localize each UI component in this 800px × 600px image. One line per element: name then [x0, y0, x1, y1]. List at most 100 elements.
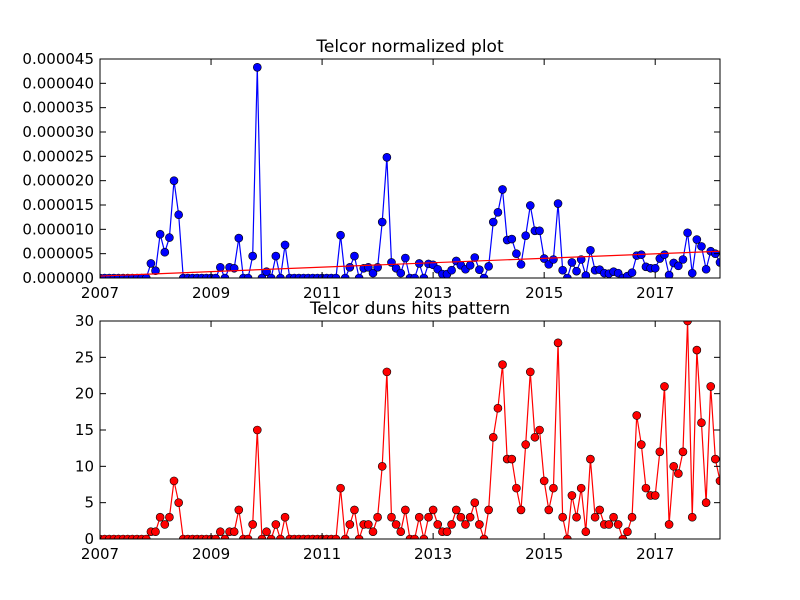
- marker: [678, 255, 688, 264]
- x-tick-label: 2007: [81, 284, 119, 302]
- marker: [683, 228, 692, 238]
- marker: [220, 273, 230, 278]
- marker: [535, 425, 544, 435]
- marker: [507, 454, 517, 464]
- marker: [641, 483, 651, 493]
- marker: [516, 260, 526, 269]
- marker: [276, 273, 285, 278]
- marker: [382, 153, 392, 162]
- marker: [248, 520, 257, 529]
- marker: [475, 520, 484, 529]
- marker: [590, 512, 600, 522]
- marker: [470, 498, 480, 507]
- marker: [632, 411, 642, 420]
- marker: [604, 520, 614, 529]
- x-tick-label: 2013: [414, 284, 452, 302]
- marker: [141, 534, 151, 539]
- marker: [266, 534, 276, 539]
- y-tick-label: 20: [75, 385, 94, 403]
- marker: [512, 483, 521, 493]
- marker: [706, 382, 716, 391]
- marker: [678, 447, 688, 457]
- marker: [252, 425, 262, 435]
- x-tick-label: 2017: [636, 284, 674, 302]
- marker: [613, 520, 623, 529]
- x-tick-label: 2011: [303, 545, 341, 563]
- marker: [211, 534, 220, 539]
- marker: [674, 261, 683, 271]
- x-tick-label: 2011: [303, 284, 341, 302]
- marker: [234, 233, 244, 243]
- marker: [623, 527, 632, 537]
- marker: [544, 505, 554, 515]
- marker: [664, 520, 674, 529]
- marker: [586, 245, 595, 255]
- marker: [428, 505, 438, 515]
- marker: [692, 235, 702, 244]
- marker: [169, 476, 179, 486]
- marker: [280, 240, 290, 250]
- marker: [401, 505, 410, 515]
- marker: [581, 271, 591, 278]
- marker: [424, 512, 433, 522]
- marker: [155, 512, 165, 522]
- marker: [715, 258, 720, 267]
- y-tick-label: 0.000040: [22, 74, 94, 92]
- marker: [373, 512, 382, 522]
- marker: [419, 273, 429, 278]
- marker: [692, 345, 702, 355]
- marker: [553, 338, 563, 348]
- marker: [396, 268, 406, 278]
- marker: [609, 512, 618, 522]
- chart-title: Telcor duns hits pattern: [309, 299, 510, 319]
- marker: [331, 273, 341, 278]
- marker: [433, 520, 443, 529]
- y-tick-label: 0.000010: [22, 220, 94, 238]
- marker: [354, 273, 364, 278]
- marker: [558, 265, 567, 275]
- marker: [521, 231, 530, 240]
- y-tick-label: 0.000020: [22, 172, 94, 190]
- marker: [687, 268, 697, 278]
- marker: [498, 360, 507, 369]
- marker: [354, 534, 364, 539]
- marker: [586, 454, 595, 464]
- marker: [419, 534, 429, 539]
- y-tick-label: 15: [75, 421, 94, 439]
- marker: [266, 273, 276, 278]
- x-tick-label: 2013: [414, 545, 452, 563]
- marker: [618, 534, 628, 539]
- marker: [535, 226, 544, 236]
- marker: [701, 264, 711, 274]
- marker: [637, 440, 646, 449]
- marker: [563, 534, 572, 539]
- y-tick-label: 0.000015: [22, 196, 94, 214]
- marker: [336, 483, 345, 493]
- marker: [674, 469, 683, 478]
- marker: [465, 512, 475, 522]
- marker: [563, 273, 572, 278]
- marker: [567, 258, 577, 267]
- marker: [345, 520, 355, 529]
- marker: [479, 534, 489, 539]
- marker: [447, 265, 456, 275]
- marker: [151, 266, 160, 276]
- x-tick-label: 2015: [525, 284, 563, 302]
- marker: [558, 512, 567, 522]
- marker: [655, 447, 665, 457]
- marker: [549, 255, 558, 264]
- marker: [627, 512, 637, 522]
- marker: [165, 233, 174, 242]
- marker: [229, 527, 239, 537]
- axes-frame: [99, 58, 721, 279]
- y-tick-label: 0.000005: [22, 245, 94, 263]
- marker: [368, 527, 378, 537]
- marker: [456, 512, 466, 522]
- marker: [493, 208, 503, 217]
- marker: [683, 321, 692, 326]
- marker: [664, 270, 674, 278]
- marker: [488, 432, 498, 442]
- x-tick-label: 2017: [636, 545, 674, 563]
- marker: [169, 176, 179, 185]
- marker: [660, 250, 669, 259]
